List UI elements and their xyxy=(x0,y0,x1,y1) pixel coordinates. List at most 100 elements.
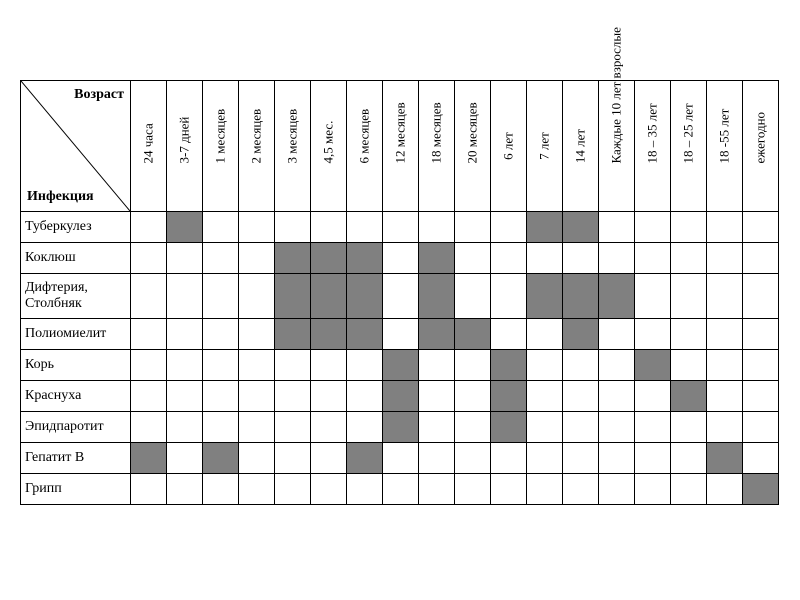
schedule-cell xyxy=(131,350,167,381)
age-col-header: 7 лет xyxy=(527,81,563,212)
schedule-cell xyxy=(203,274,239,319)
age-col-label: 14 лет xyxy=(573,129,589,164)
schedule-cell xyxy=(131,243,167,274)
schedule-cell xyxy=(131,474,167,505)
schedule-cell xyxy=(707,381,743,412)
schedule-cell xyxy=(599,474,635,505)
schedule-cell xyxy=(131,412,167,443)
schedule-cell xyxy=(743,350,779,381)
schedule-cell xyxy=(311,412,347,443)
schedule-cell xyxy=(527,274,563,319)
schedule-cell xyxy=(383,412,419,443)
schedule-cell xyxy=(239,381,275,412)
schedule-cell xyxy=(707,474,743,505)
schedule-cell xyxy=(419,243,455,274)
age-col-label: 2 месяцев xyxy=(249,129,265,164)
schedule-cell xyxy=(491,443,527,474)
schedule-cell xyxy=(527,350,563,381)
schedule-cell xyxy=(311,350,347,381)
schedule-cell xyxy=(671,274,707,319)
schedule-cell xyxy=(527,319,563,350)
schedule-cell xyxy=(167,412,203,443)
schedule-cell xyxy=(455,243,491,274)
schedule-cell xyxy=(203,443,239,474)
schedule-cell xyxy=(563,212,599,243)
schedule-cell xyxy=(239,274,275,319)
schedule-cell xyxy=(383,350,419,381)
table-row: Полиомиелит xyxy=(21,319,779,350)
age-col-header: 2 месяцев xyxy=(239,81,275,212)
schedule-cell xyxy=(275,412,311,443)
schedule-cell xyxy=(275,443,311,474)
age-col-header: 18 – 35 лет xyxy=(635,81,671,212)
age-col-header: 3 месяцев xyxy=(275,81,311,212)
schedule-cell xyxy=(239,243,275,274)
age-col-label: 24 часа xyxy=(141,129,157,164)
age-col-label: 18 -55 лет xyxy=(717,129,733,164)
table-row: Грипп xyxy=(21,474,779,505)
schedule-cell xyxy=(347,319,383,350)
age-col-label: 1 месяцев xyxy=(213,129,229,164)
schedule-cell xyxy=(527,212,563,243)
schedule-cell xyxy=(347,243,383,274)
schedule-cell xyxy=(491,474,527,505)
age-col-header: 4,5 мес. xyxy=(311,81,347,212)
schedule-cell xyxy=(275,350,311,381)
schedule-cell xyxy=(419,381,455,412)
schedule-cell xyxy=(455,350,491,381)
schedule-cell xyxy=(275,381,311,412)
table-row: Эпидпаротит xyxy=(21,412,779,443)
age-col-header: 1 месяцев xyxy=(203,81,239,212)
schedule-cell xyxy=(743,474,779,505)
schedule-cell xyxy=(455,381,491,412)
schedule-cell xyxy=(599,212,635,243)
schedule-cell xyxy=(419,350,455,381)
schedule-cell xyxy=(527,443,563,474)
schedule-cell xyxy=(635,212,671,243)
schedule-cell xyxy=(671,474,707,505)
age-col-header: 18 месяцев xyxy=(419,81,455,212)
age-col-header: 18 – 25 лет xyxy=(671,81,707,212)
schedule-cell xyxy=(563,350,599,381)
schedule-cell xyxy=(383,212,419,243)
schedule-cell xyxy=(311,274,347,319)
schedule-cell xyxy=(239,443,275,474)
schedule-cell xyxy=(563,243,599,274)
age-col-header: 6 лет xyxy=(491,81,527,212)
schedule-cell xyxy=(203,212,239,243)
schedule-cell xyxy=(635,412,671,443)
schedule-cell xyxy=(275,319,311,350)
schedule-cell xyxy=(347,274,383,319)
age-col-header: 24 часа xyxy=(131,81,167,212)
schedule-cell xyxy=(275,243,311,274)
age-col-label: 18 – 35 лет xyxy=(645,129,661,164)
schedule-cell xyxy=(635,443,671,474)
schedule-cell xyxy=(419,412,455,443)
schedule-cell xyxy=(527,474,563,505)
age-col-label: 12 месяцев xyxy=(393,129,409,164)
schedule-cell xyxy=(635,319,671,350)
schedule-cell xyxy=(239,350,275,381)
table-row: Краснуха xyxy=(21,381,779,412)
age-col-header: 14 лет xyxy=(563,81,599,212)
schedule-cell xyxy=(491,381,527,412)
schedule-cell xyxy=(707,350,743,381)
schedule-cell xyxy=(671,381,707,412)
schedule-cell xyxy=(671,212,707,243)
schedule-cell xyxy=(131,319,167,350)
schedule-cell xyxy=(131,212,167,243)
schedule-cell xyxy=(311,319,347,350)
schedule-cell xyxy=(347,443,383,474)
schedule-cell xyxy=(455,212,491,243)
table-row: Дифтерия,Столбняк xyxy=(21,274,779,319)
schedule-cell xyxy=(203,350,239,381)
infection-row-label: Туберкулез xyxy=(21,212,131,243)
schedule-cell xyxy=(599,274,635,319)
schedule-cell xyxy=(599,381,635,412)
age-col-label: 4,5 мес. xyxy=(321,129,337,164)
schedule-cell xyxy=(491,319,527,350)
vaccination-schedule-table: Возраст Инфекция 24 часа3-7 дней1 месяце… xyxy=(20,80,779,505)
schedule-cell xyxy=(419,443,455,474)
infection-row-label: Полиомиелит xyxy=(21,319,131,350)
schedule-cell xyxy=(707,243,743,274)
